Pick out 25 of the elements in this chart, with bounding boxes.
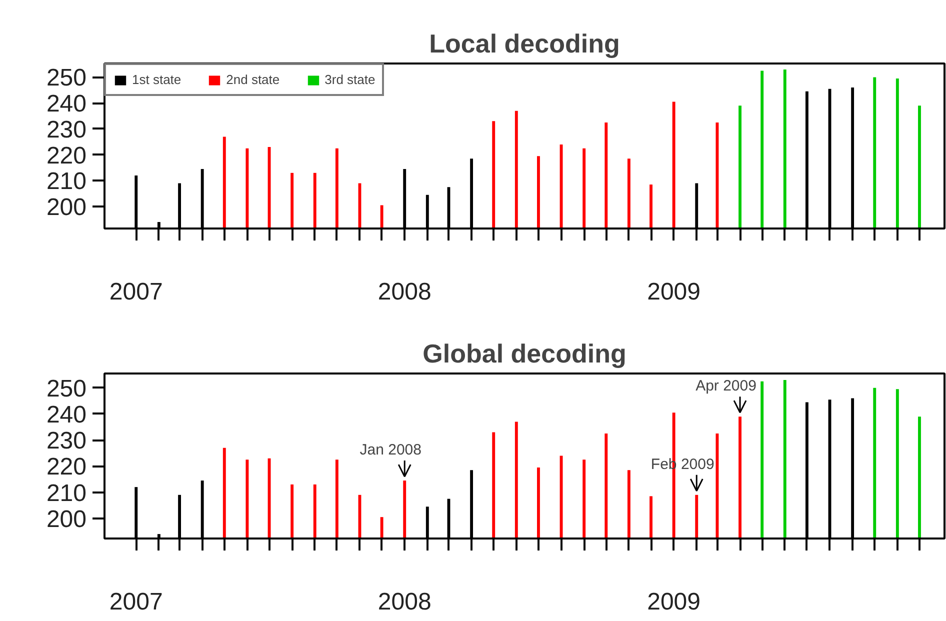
legend-label: 2nd state: [226, 72, 280, 87]
annotation: Apr 2009: [696, 378, 756, 395]
y-tick-label: 240: [46, 90, 87, 118]
legend-label: 1st state: [132, 72, 182, 87]
y-tick-label: 250: [46, 375, 87, 402]
x-tick-label: 2007: [109, 588, 163, 616]
y-tick-label: 220: [46, 142, 87, 170]
y-tick-label: 240: [46, 401, 87, 428]
x-tick-label: 2009: [647, 278, 701, 306]
annotation: Jan 2008: [360, 442, 422, 459]
y-tick-label: 220: [46, 454, 87, 481]
y-tick-label: 200: [46, 506, 87, 533]
legend-label: 3rd state: [324, 72, 376, 87]
y-tick-label: 210: [46, 168, 87, 196]
x-tick-label: 2008: [378, 278, 432, 306]
chart-title: Local decoding: [429, 28, 620, 58]
y-tick-label: 230: [46, 428, 87, 455]
y-tick-label: 210: [46, 480, 87, 507]
y-tick-label: 250: [46, 64, 87, 92]
x-tick-label: 2007: [109, 278, 163, 306]
chart-title: Global decoding: [422, 338, 626, 368]
x-tick-label: 2008: [378, 588, 432, 616]
y-tick-label: 230: [46, 116, 87, 144]
y-tick-label: 200: [46, 194, 87, 222]
x-tick-label: 2009: [647, 588, 701, 616]
